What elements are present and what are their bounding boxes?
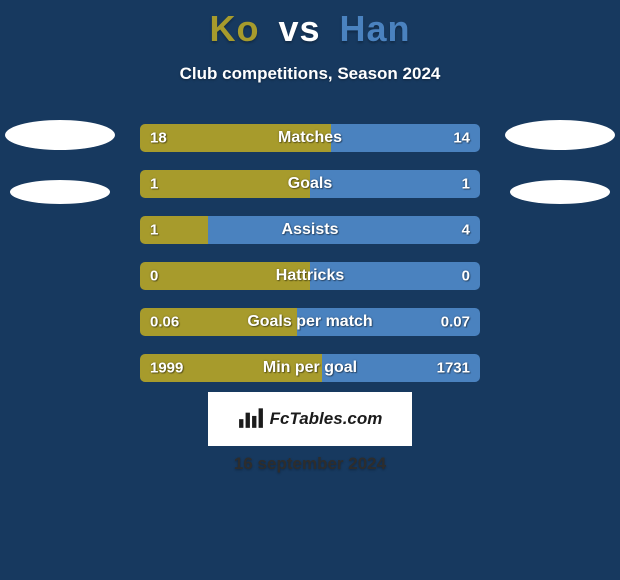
- stat-value-right: 14: [453, 130, 470, 147]
- stat-label: Goals: [288, 175, 332, 193]
- player2-name: Han: [340, 8, 411, 49]
- ellipse-decoration: [5, 120, 115, 150]
- vs-text: vs: [278, 8, 320, 49]
- player1-name: Ko: [209, 8, 259, 49]
- stat-value-right: 4: [462, 222, 470, 239]
- stat-label: Min per goal: [263, 359, 357, 377]
- stat-value-left: 1999: [150, 360, 183, 377]
- bar-fill-left: [140, 170, 310, 198]
- left-decorative-ellipses: [0, 120, 120, 204]
- bar-fill-right: [208, 216, 480, 244]
- stat-value-right: 0: [462, 268, 470, 285]
- stat-value-left: 0.06: [150, 314, 179, 331]
- bar-chart-icon: [238, 406, 264, 433]
- ellipse-decoration: [510, 180, 610, 204]
- stat-bar-row: 18 14 Matches: [140, 124, 480, 152]
- stat-value-left: 18: [150, 130, 167, 147]
- stat-label: Goals per match: [247, 313, 372, 331]
- stat-bar-row: 1 4 Assists: [140, 216, 480, 244]
- stat-value-right: 1: [462, 176, 470, 193]
- stat-value-right: 0.07: [441, 314, 470, 331]
- ellipse-decoration: [505, 120, 615, 150]
- stat-label: Assists: [282, 221, 339, 239]
- stat-bar-row: 1999 1731 Min per goal: [140, 354, 480, 382]
- bar-fill-right: [310, 170, 480, 198]
- stat-label: Matches: [278, 129, 342, 147]
- subtitle: Club competitions, Season 2024: [0, 64, 620, 84]
- right-decorative-ellipses: [500, 120, 620, 204]
- stat-value-right: 1731: [437, 360, 470, 377]
- stat-value-left: 1: [150, 176, 158, 193]
- page-title: Ko vs Han: [0, 0, 620, 50]
- stat-bars-container: 1814Matches11Goals14Assists00Hattricks0.…: [140, 124, 480, 382]
- stat-bar-row: 0.06 0.07 Goals per match: [140, 308, 480, 336]
- stat-bar-row: 0 0 Hattricks: [140, 262, 480, 290]
- brand-text: FcTables.com: [270, 409, 383, 429]
- stat-value-left: 0: [150, 268, 158, 285]
- stat-label: Hattricks: [276, 267, 344, 285]
- ellipse-decoration: [10, 180, 110, 204]
- footer-date: 16 september 2024: [0, 454, 620, 474]
- brand-badge: FcTables.com: [208, 392, 412, 446]
- stat-value-left: 1: [150, 222, 158, 239]
- stat-bar-row: 1 1 Goals: [140, 170, 480, 198]
- comparison-infographic: Ko vs Han Club competitions, Season 2024…: [0, 0, 620, 580]
